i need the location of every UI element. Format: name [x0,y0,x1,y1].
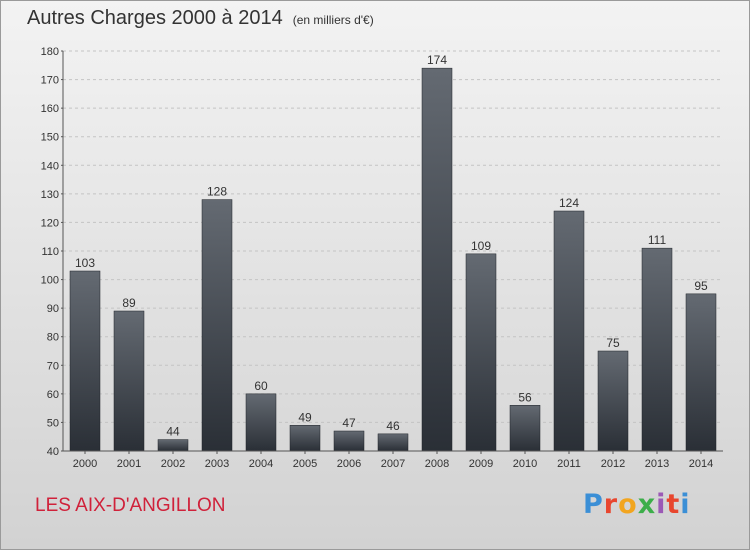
y-tick-label-40: 40 [47,446,59,458]
bar-value-label-2006: 47 [342,416,356,430]
bar-value-label-2010: 56 [518,390,532,404]
bar-2005 [289,425,321,452]
x-tick-label-2010: 2010 [513,458,537,470]
chart-title-text: Autres Charges 2000 à 2014 [27,7,283,29]
chart-title: Autres Charges 2000 à 2014 (en milliers d… [27,7,374,30]
bar-2013 [641,247,673,452]
bar-2002 [157,439,189,452]
y-tick-label-70: 70 [47,360,59,372]
bar-value-label-2013: 111 [648,233,667,247]
proxiti-logo[interactable]: Proxiti [583,489,691,520]
bar-value-label-2011: 124 [559,196,579,210]
bar-value-label-2003: 128 [207,185,227,199]
bar-2008 [421,67,453,452]
bar-value-label-2001: 89 [122,296,136,310]
chart-subtitle: (en milliers d'€) [292,13,374,27]
x-tick-label-2006: 2006 [337,458,361,470]
logo-letter: i [656,489,667,520]
y-tick-label-150: 150 [41,132,59,144]
bar-value-label-2002: 44 [166,425,180,439]
grid-layer [63,50,723,452]
bar-value-label-2008: 174 [427,53,447,67]
bar-2001 [113,310,145,452]
logo-letter: x [637,489,657,520]
place-name: LES AIX-D'ANGILLON [35,495,226,516]
y-tick-label-130: 130 [41,189,59,201]
y-tick-label-100: 100 [41,275,59,287]
y-tick-label-80: 80 [47,332,59,344]
logo-letter: t [666,489,681,520]
logo-letter: r [603,489,619,520]
x-tick-label-2007: 2007 [381,458,405,470]
bar-value-label-2007: 46 [386,419,400,433]
bar-value-label-2014: 95 [694,279,708,293]
x-tick-label-2002: 2002 [161,458,185,470]
bar-value-label-2009: 109 [471,239,491,253]
bar-2003 [201,199,233,452]
bar-2012 [597,350,629,452]
bar-value-label-2004: 60 [254,379,268,393]
y-tick-label-110: 110 [41,246,59,258]
logo-letter: o [618,489,638,520]
x-tick-label-2000: 2000 [73,458,97,470]
bar-value-label-2000: 103 [75,256,95,270]
bar-2000 [69,270,101,452]
x-tick-label-2014: 2014 [689,458,713,470]
y-tick-label-170: 170 [41,75,59,87]
x-tick-label-2009: 2009 [469,458,493,470]
bar-value-label-2005: 49 [298,410,312,424]
x-tick-label-2003: 2003 [205,458,229,470]
x-tick-label-2001: 2001 [117,458,141,470]
y-tick-label-160: 160 [41,103,59,115]
x-tick-label-2008: 2008 [425,458,449,470]
y-tick-label-120: 120 [41,217,59,229]
bar-layer [69,67,717,452]
x-tick-label-2012: 2012 [601,458,625,470]
y-tick-label-60: 60 [47,389,59,401]
bar-2006 [333,430,365,452]
axis-layer: 40 50 60 70 80 90 100 110 120 130 140 150 160 170 180 1… [41,46,723,470]
bar-value-label-2012: 75 [606,336,620,350]
x-tick-label-2011: 2011 [557,458,581,470]
bar-2004 [245,393,277,452]
x-tick-label-2005: 2005 [293,458,317,470]
logo-letter: P [583,489,604,520]
bar-2011 [553,210,585,452]
bar-2010 [509,405,541,452]
y-tick-label-180: 180 [41,46,59,58]
y-tick-label-90: 90 [47,303,59,315]
y-tick-label-50: 50 [47,417,59,429]
bar-2009 [465,253,497,452]
y-tick-label-140: 140 [41,160,59,172]
x-tick-label-2004: 2004 [249,458,273,470]
bar-2014 [685,293,717,452]
bar-2007 [377,433,409,452]
logo-letter: i [680,489,691,520]
x-tick-label-2013: 2013 [645,458,669,470]
